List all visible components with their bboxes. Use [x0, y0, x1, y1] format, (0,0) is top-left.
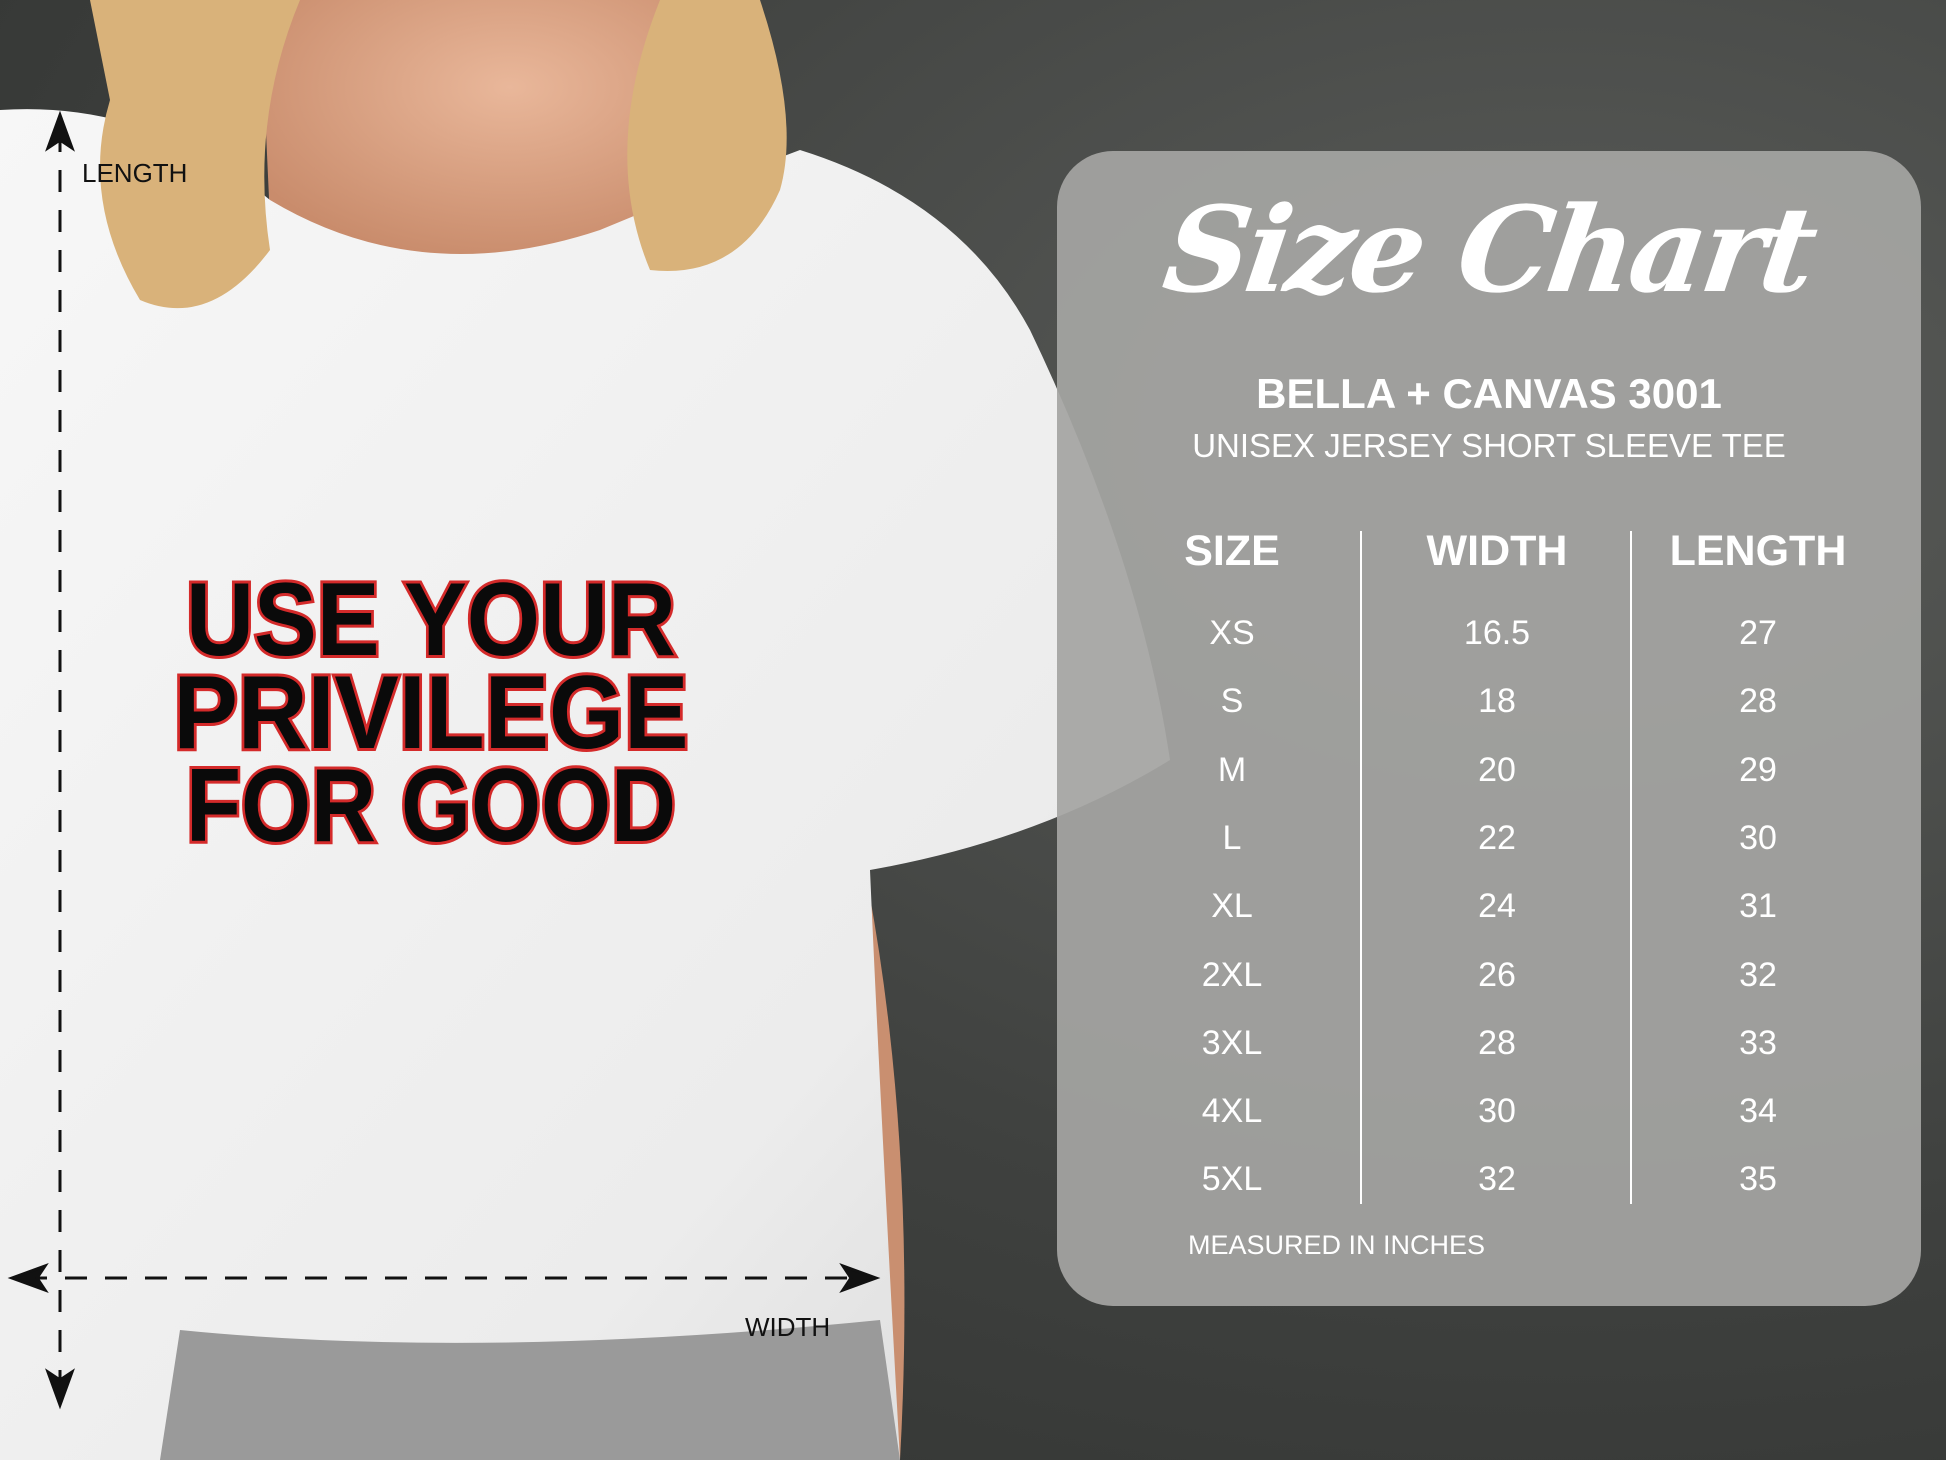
cell-width: 28	[1478, 1023, 1516, 1062]
cell-width: 20	[1478, 750, 1516, 789]
cell-size: XL	[1211, 887, 1253, 926]
cell-size: M	[1217, 750, 1247, 789]
measurement-note: MEASURED IN INCHES	[1188, 1230, 1486, 1260]
size-chart-title: Size Chart	[1156, 180, 1822, 319]
cell-length: 27	[1739, 614, 1777, 652]
brand-model: BELLA + CANVAS 3001	[1256, 370, 1722, 417]
cell-width: 22	[1478, 818, 1516, 857]
cell-size: XS	[1209, 614, 1255, 652]
width-arrow	[7, 1263, 881, 1293]
cell-width: 24	[1478, 887, 1516, 926]
cell-length: 35	[1739, 1160, 1777, 1199]
column-divider	[1630, 531, 1632, 1204]
size-chart-panel	[1057, 151, 1921, 1306]
pants	[160, 1320, 900, 1460]
cell-length: 32	[1739, 955, 1777, 994]
cell-width: 26	[1478, 955, 1516, 994]
length-arrow	[45, 110, 75, 1410]
cell-size: 2XL	[1201, 955, 1263, 994]
header-size: SIZE	[1184, 527, 1280, 575]
cell-length: 33	[1739, 1023, 1777, 1062]
cell-length: 31	[1739, 887, 1777, 926]
cell-size: 4XL	[1201, 1092, 1263, 1131]
cell-length: 30	[1739, 818, 1777, 857]
cell-width: 18	[1478, 682, 1516, 721]
cell-width: 30	[1478, 1092, 1516, 1131]
hair-right	[627, 0, 787, 271]
slogan-line-3: FOR GOOD	[186, 748, 676, 864]
slogan-line-2: PRIVILEGE	[174, 655, 689, 771]
tshirt	[0, 109, 1170, 1460]
cell-length: 34	[1739, 1092, 1777, 1131]
cell-length: 29	[1739, 750, 1777, 789]
cell-length: 28	[1739, 682, 1777, 721]
cell-width: 16.5	[1463, 614, 1531, 652]
slogan: USE YOUR PRIVILEGE FOR GOOD	[171, 559, 692, 867]
cell-width: 32	[1478, 1160, 1516, 1199]
cell-size: 5XL	[1201, 1160, 1263, 1199]
header-width: WIDTH	[1426, 527, 1568, 575]
hair-left	[90, 0, 300, 309]
product-name: UNISEX JERSEY SHORT SLEEVE TEE	[1192, 427, 1786, 464]
cell-size: L	[1222, 818, 1242, 857]
length-label: LENGTH	[82, 158, 188, 188]
column-divider	[1360, 531, 1362, 1204]
cell-size: S	[1220, 682, 1244, 721]
header-length: LENGTH	[1669, 527, 1847, 575]
cell-size: 3XL	[1201, 1023, 1263, 1062]
width-label: WIDTH	[745, 1312, 831, 1342]
slogan-line-1: USE YOUR	[186, 562, 676, 678]
